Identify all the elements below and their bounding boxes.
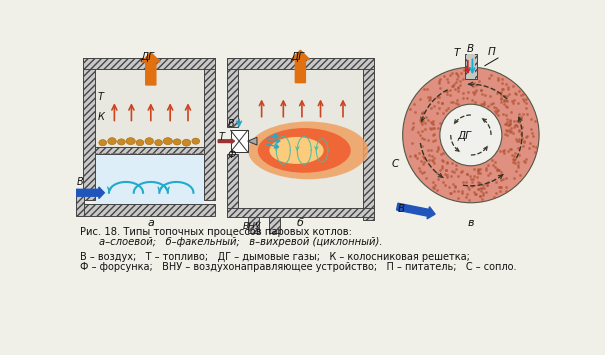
Text: Ф – форсунка;   ВНУ – воздухонаправляющее устройство;   П – питатель;   С – сопл: Ф – форсунка; ВНУ – воздухонаправляющее … [80, 262, 517, 272]
Text: а: а [148, 218, 154, 228]
Ellipse shape [155, 140, 162, 146]
Bar [95, 147, 203, 154]
Circle shape [403, 67, 539, 203]
Bar [227, 58, 374, 69]
Bar [203, 58, 215, 201]
Text: Рис. 18. Типы топочных процессов паровых котлов:: Рис. 18. Типы топочных процессов паровых… [80, 227, 352, 237]
Ellipse shape [145, 138, 154, 144]
Ellipse shape [248, 121, 368, 179]
Ellipse shape [173, 139, 181, 145]
Text: Т: Т [219, 132, 225, 142]
Text: К: К [97, 111, 104, 122]
Ellipse shape [182, 139, 191, 146]
FancyArrow shape [291, 50, 310, 83]
Bar [231, 130, 247, 152]
Text: С: С [392, 159, 399, 169]
Text: ДГ: ДГ [141, 51, 155, 61]
Text: ВНУ: ВНУ [243, 222, 261, 231]
FancyArrow shape [142, 53, 160, 85]
Ellipse shape [136, 140, 144, 146]
FancyArrow shape [218, 139, 235, 143]
Bar [465, 54, 477, 79]
Bar [238, 69, 363, 208]
Ellipse shape [269, 137, 324, 164]
Ellipse shape [163, 138, 172, 144]
Text: В: В [77, 177, 84, 187]
Bar [227, 154, 238, 212]
Bar [83, 58, 215, 69]
Circle shape [440, 104, 502, 166]
Bar [269, 217, 280, 233]
Bar [227, 208, 374, 217]
Bar [247, 217, 258, 233]
Text: б: б [297, 218, 304, 228]
Bar [227, 58, 238, 127]
Text: Ф: Ф [227, 150, 236, 160]
Text: Т: Т [97, 92, 103, 102]
Polygon shape [247, 137, 257, 145]
Ellipse shape [126, 138, 136, 144]
Bar [76, 193, 84, 216]
Text: в: в [468, 218, 474, 228]
Text: В: В [466, 44, 473, 54]
Text: ДГ: ДГ [457, 131, 471, 141]
Text: В: В [227, 119, 234, 129]
Text: а–слоевой;   б–факельный;   в–вихревой (циклонный).: а–слоевой; б–факельный; в–вихревой (цикл… [99, 237, 382, 247]
Text: В: В [397, 204, 404, 214]
FancyArrow shape [76, 187, 104, 198]
Bar [363, 58, 374, 220]
Text: П: П [488, 47, 495, 57]
Bar [467, 54, 475, 79]
Text: Т: Т [454, 49, 460, 59]
Ellipse shape [258, 128, 351, 173]
Ellipse shape [108, 138, 116, 144]
Text: ДГ: ДГ [290, 51, 304, 61]
Bar [95, 69, 203, 147]
Bar [83, 204, 215, 216]
Ellipse shape [117, 139, 125, 145]
Ellipse shape [99, 140, 106, 146]
FancyArrow shape [396, 203, 435, 219]
Ellipse shape [192, 138, 200, 144]
Bar [83, 58, 95, 201]
Bar [95, 154, 203, 204]
Text: В – воздух;   Т – топливо;   ДГ – дымовые газы;   К – колосниковая решетка;: В – воздух; Т – топливо; ДГ – дымовые га… [80, 252, 470, 262]
